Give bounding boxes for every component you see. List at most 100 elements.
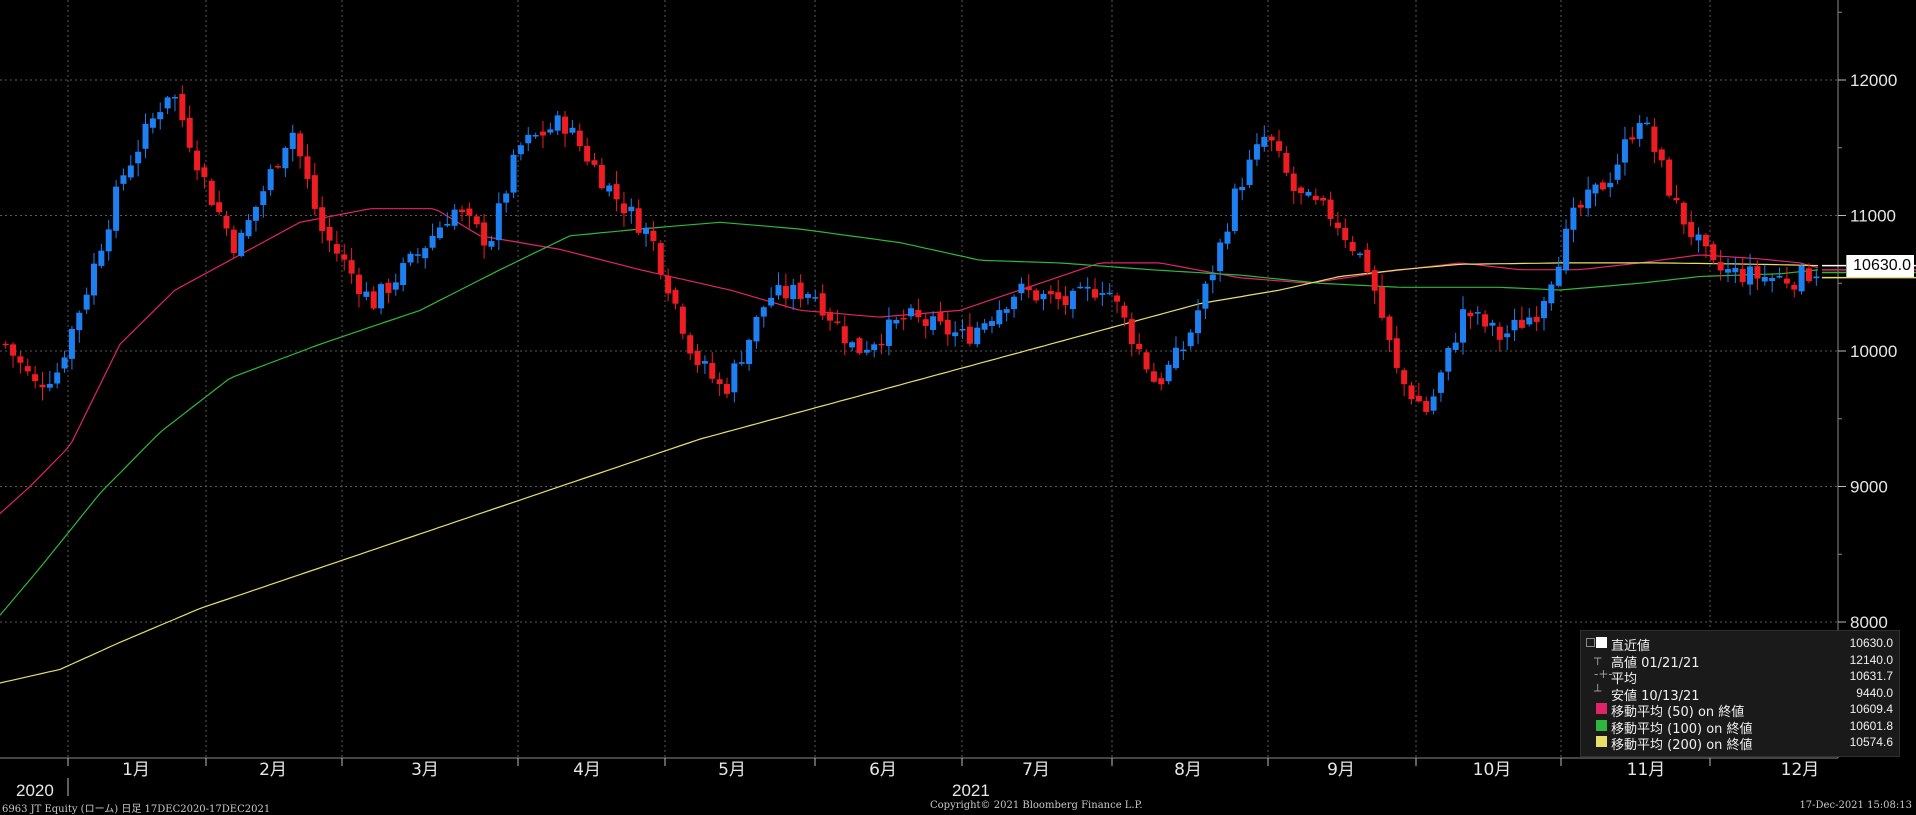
candlestick [709, 352, 716, 384]
candlestick [488, 235, 495, 251]
x-month-label: 10月 [1473, 760, 1512, 780]
candle-body [275, 166, 282, 168]
candlestick [782, 273, 789, 309]
candlestick [672, 287, 679, 310]
candle-body [760, 307, 767, 317]
legend-label: 安値 10/13/21 [1611, 688, 1700, 704]
candle-body [1489, 322, 1496, 326]
candlestick [1312, 188, 1319, 205]
x-year-label: 2021 [952, 781, 990, 800]
candlestick [238, 229, 245, 258]
candle-body [996, 310, 1003, 325]
candle-body [981, 323, 988, 330]
candlestick [635, 199, 642, 235]
candlestick [1033, 288, 1040, 304]
candlestick [584, 137, 591, 166]
candle-body [525, 134, 532, 144]
candle-body [959, 328, 966, 331]
candle-body [1327, 199, 1334, 219]
candlestick [643, 222, 650, 247]
candlestick [1172, 336, 1179, 371]
candle-body [944, 319, 951, 335]
candle-body [459, 209, 466, 213]
legend-value: 10631.7 [1849, 669, 1893, 683]
candlestick [135, 139, 142, 177]
candlestick [311, 163, 318, 216]
candle-body [849, 342, 856, 348]
candlestick [657, 240, 664, 280]
candlestick [1658, 147, 1665, 168]
candle-body [1511, 319, 1518, 331]
candle-body [768, 297, 775, 306]
candlestick [1143, 349, 1150, 374]
candle-body [1798, 265, 1805, 292]
candle-body [1548, 284, 1555, 304]
candlestick [267, 164, 274, 196]
candlestick [127, 155, 134, 181]
candlestick [113, 179, 120, 239]
candle-body [1261, 136, 1268, 147]
y-tick-label: 12000 [1850, 71, 1897, 90]
legend-row: 移動平均 (200) on 終値 10574.6 [1581, 734, 1899, 753]
candle-body [1283, 152, 1290, 173]
candlestick [400, 257, 407, 292]
candlestick [1783, 266, 1790, 289]
candlestick [812, 289, 819, 302]
candlestick [1754, 260, 1761, 291]
candle-body [915, 309, 922, 318]
candle-body [1702, 234, 1709, 247]
candle-body [311, 175, 318, 209]
legend-value: 10601.8 [1849, 718, 1893, 733]
candle-body [1047, 290, 1054, 295]
candle-body [856, 338, 863, 354]
candlestick [1062, 285, 1069, 315]
candle-body [1202, 283, 1209, 309]
candlestick [1717, 249, 1724, 281]
candlestick [297, 130, 304, 169]
candle-body [120, 175, 127, 184]
candle-body [1312, 195, 1319, 200]
legend-value: 12140.0 [1849, 652, 1893, 667]
candlestick [1724, 258, 1731, 283]
candlestick [510, 149, 517, 199]
candlestick [1327, 191, 1334, 227]
candle-body [2, 343, 9, 346]
candlestick [481, 213, 488, 259]
candlestick [1496, 322, 1503, 352]
legend-row: ┬ 高値 01/21/21 12140.0 [1581, 651, 1899, 671]
candle-body [1651, 126, 1658, 152]
candle-body [635, 208, 642, 233]
candle-body [584, 145, 591, 162]
candle-body [1401, 370, 1408, 385]
candlestick [760, 305, 767, 328]
candlestick [1540, 296, 1547, 331]
candle-body [952, 332, 959, 337]
candle-body [1033, 290, 1040, 301]
candlestick [142, 113, 149, 158]
candlestick [694, 343, 701, 373]
collapse-box-icon[interactable] [1586, 638, 1595, 647]
legend-row: 直近値 10630.0 [1581, 635, 1899, 654]
candle-body [1342, 227, 1349, 240]
candlestick [1680, 201, 1687, 235]
candlestick [1577, 200, 1584, 217]
candlestick [1040, 290, 1047, 311]
candlestick [54, 362, 61, 389]
candlestick [1607, 172, 1614, 198]
candle-body [10, 344, 17, 356]
candle-body [297, 133, 304, 157]
candlestick [289, 124, 296, 162]
candle-body [753, 316, 760, 342]
legend-value: 10630.0 [1849, 636, 1893, 650]
x-month-label: 1月 [122, 760, 150, 780]
candle-body [694, 350, 701, 366]
candlestick [1379, 274, 1386, 321]
candle-body [230, 229, 237, 254]
candle-body [804, 294, 811, 298]
legend-label: 移動平均 (200) on 終値 [1611, 738, 1753, 753]
candlestick [1025, 274, 1032, 299]
candle-body [113, 186, 120, 231]
candlestick [517, 142, 524, 161]
candlestick [900, 309, 907, 331]
candle-body [1518, 319, 1525, 328]
